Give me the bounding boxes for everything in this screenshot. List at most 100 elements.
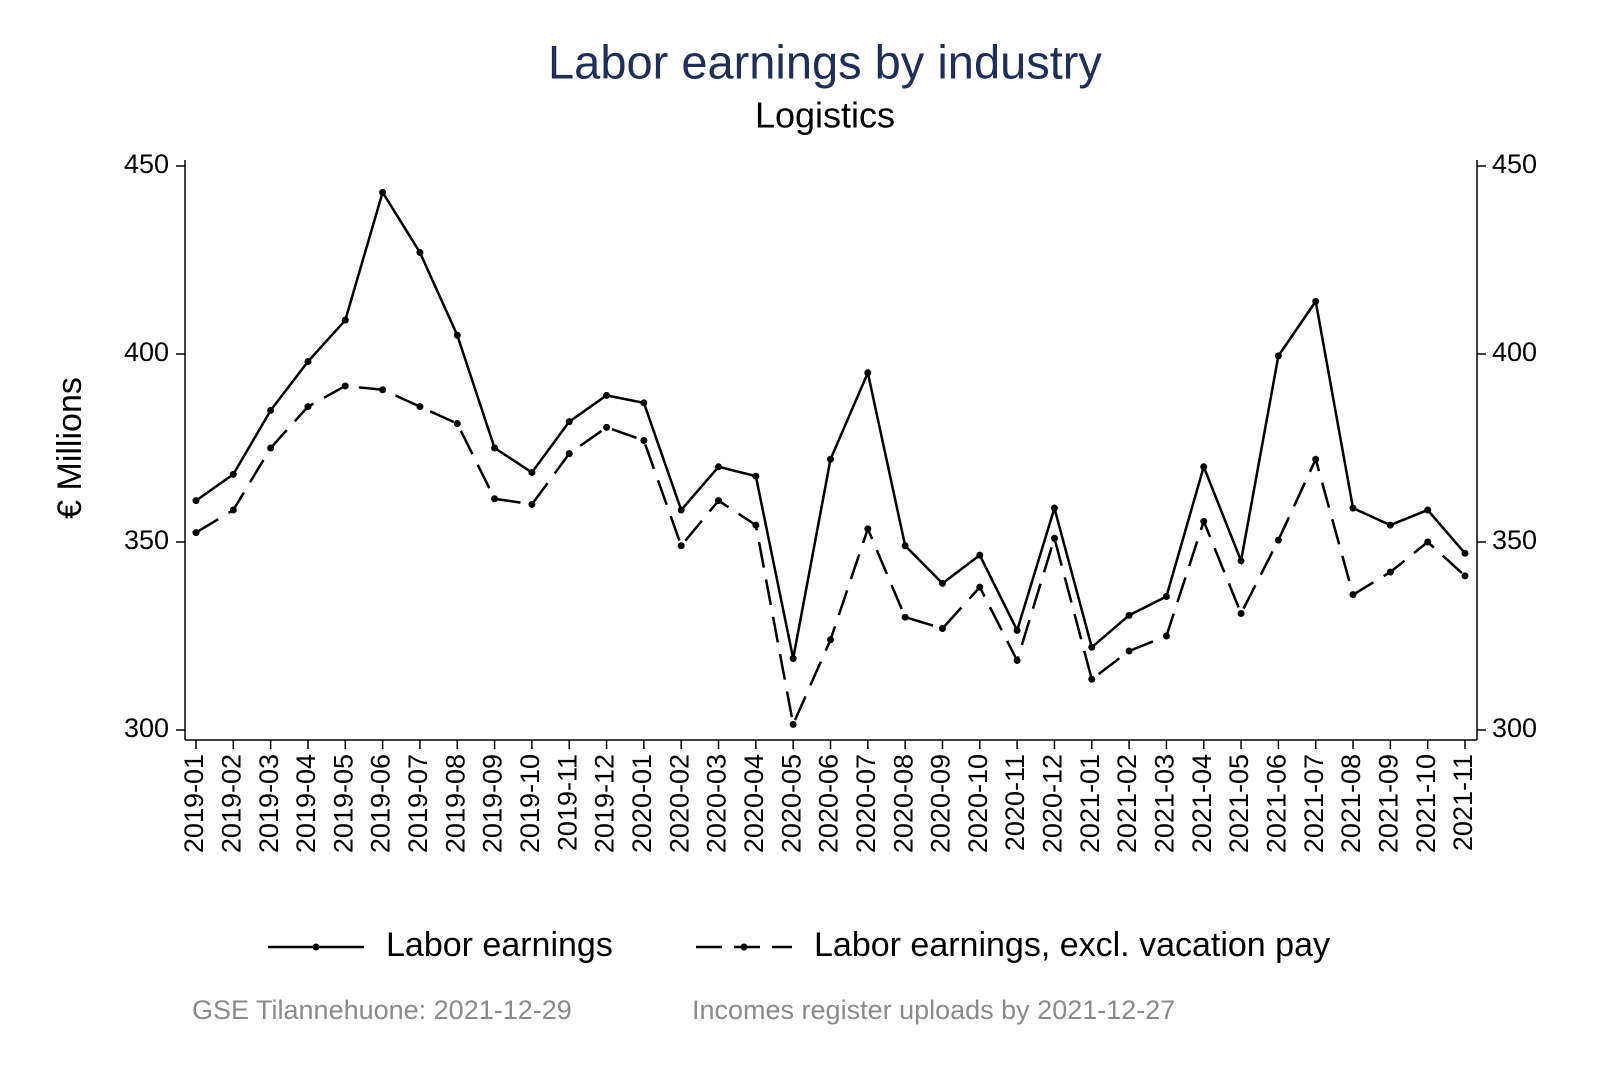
- data-point: [453, 331, 461, 339]
- data-point: [603, 391, 611, 399]
- data-point: [1349, 591, 1357, 599]
- data-point: [1162, 593, 1170, 601]
- data-point: [1274, 352, 1282, 360]
- data-point: [491, 444, 499, 452]
- data-point: [1200, 517, 1208, 525]
- x-tick-label: 2019-05: [328, 754, 358, 853]
- data-point: [715, 497, 723, 505]
- data-point: [1237, 557, 1245, 565]
- x-tick-label: 2021-01: [1075, 754, 1105, 853]
- x-tick-label: 2019-08: [440, 754, 470, 853]
- data-point: [827, 636, 834, 644]
- data-point: [341, 316, 349, 324]
- data-point: [1237, 609, 1245, 617]
- y2-tick-label: 350: [1492, 525, 1537, 555]
- data-point: [1088, 643, 1096, 651]
- data-point: [267, 444, 275, 452]
- x-tick-label: 2019-12: [590, 754, 620, 853]
- x-tick-label: 2020-12: [1038, 754, 1068, 853]
- y2-tick-label: 450: [1492, 149, 1537, 179]
- x-tick-label: 2020-11: [1000, 754, 1030, 851]
- data-point: [938, 624, 946, 632]
- data-point: [416, 403, 424, 411]
- x-tick-label: 2021-05: [1224, 754, 1254, 853]
- chart-title: Labor earnings by industry: [548, 35, 1102, 88]
- data-point: [827, 455, 834, 463]
- data-point: [864, 525, 872, 533]
- legend-label: Labor earnings: [386, 926, 613, 964]
- series-line: [195, 189, 1466, 659]
- x-tick-label: 2021-09: [1373, 754, 1403, 853]
- x-tick-label: 2020-05: [776, 754, 806, 853]
- data-point: [901, 613, 909, 621]
- data-point: [229, 506, 237, 514]
- legend-marker: [312, 943, 320, 951]
- data-point: [603, 423, 611, 431]
- data-point: [976, 551, 984, 559]
- data-point: [1461, 572, 1469, 580]
- y-tick-label: 350: [124, 525, 169, 555]
- x-tick-label: 2020-09: [926, 754, 956, 853]
- data-point: [1050, 534, 1058, 542]
- data-point: [1461, 549, 1469, 557]
- data-point: [789, 655, 797, 663]
- data-point: [789, 720, 797, 728]
- data-point: [640, 436, 648, 444]
- data-point: [229, 470, 237, 478]
- data-point: [752, 472, 760, 480]
- x-tick-label: 2021-04: [1187, 754, 1217, 853]
- data-point: [1274, 536, 1282, 544]
- data-point: [267, 406, 275, 414]
- data-point: [640, 399, 648, 407]
- data-point: [938, 579, 946, 587]
- y-tick-label: 400: [124, 337, 169, 367]
- y2-tick-label: 400: [1492, 337, 1537, 367]
- data-point: [1125, 611, 1133, 619]
- data-point: [864, 369, 872, 377]
- data-point: [379, 188, 387, 196]
- x-tick-label: 2019-03: [254, 754, 284, 853]
- series-line: [195, 384, 1466, 729]
- data-point: [1424, 506, 1432, 514]
- data-point: [192, 529, 200, 537]
- data-point: [1312, 297, 1320, 305]
- x-tick-label: 2019-06: [366, 754, 396, 853]
- x-tick-label: 2021-06: [1262, 754, 1292, 853]
- data-point: [528, 468, 536, 476]
- x-tick-label: 2019-11: [552, 754, 582, 851]
- data-point: [1088, 675, 1096, 683]
- data-point: [304, 403, 312, 411]
- legend-marker: [740, 943, 748, 951]
- data-point: [976, 583, 984, 591]
- data-point: [341, 382, 349, 390]
- x-tick-label: 2019-04: [291, 754, 321, 853]
- x-tick-label: 2021-07: [1299, 754, 1329, 853]
- data-point: [565, 418, 573, 426]
- data-point: [379, 386, 387, 394]
- data-point: [677, 506, 685, 514]
- y-axis-label: € Millions: [51, 377, 89, 519]
- x-tick-label: 2021-03: [1150, 754, 1180, 853]
- data-point: [565, 450, 573, 458]
- y2-tick-label: 300: [1492, 713, 1537, 743]
- x-tick-label: 2020-08: [888, 754, 918, 853]
- x-tick-label: 2020-04: [739, 754, 769, 853]
- data-point: [1162, 632, 1170, 640]
- x-tick-label: 2019-10: [515, 754, 545, 853]
- x-tick-label: 2019-01: [179, 754, 209, 853]
- data-point: [416, 248, 424, 256]
- x-tick-label: 2020-07: [851, 754, 881, 853]
- y-tick-label: 450: [124, 149, 169, 179]
- x-tick-label: 2021-11: [1448, 754, 1478, 851]
- data-point: [192, 497, 200, 505]
- data-point: [1013, 656, 1021, 664]
- x-tick-label: 2020-10: [963, 754, 993, 853]
- data-point: [901, 542, 909, 550]
- x-tick-label: 2019-02: [216, 754, 246, 853]
- data-point: [1424, 538, 1432, 546]
- data-point: [715, 463, 723, 471]
- data-point: [1349, 504, 1357, 512]
- x-tick-label: 2021-10: [1411, 754, 1441, 853]
- footer-note: GSE Tilannehuone: 2021-12-29: [192, 995, 572, 1025]
